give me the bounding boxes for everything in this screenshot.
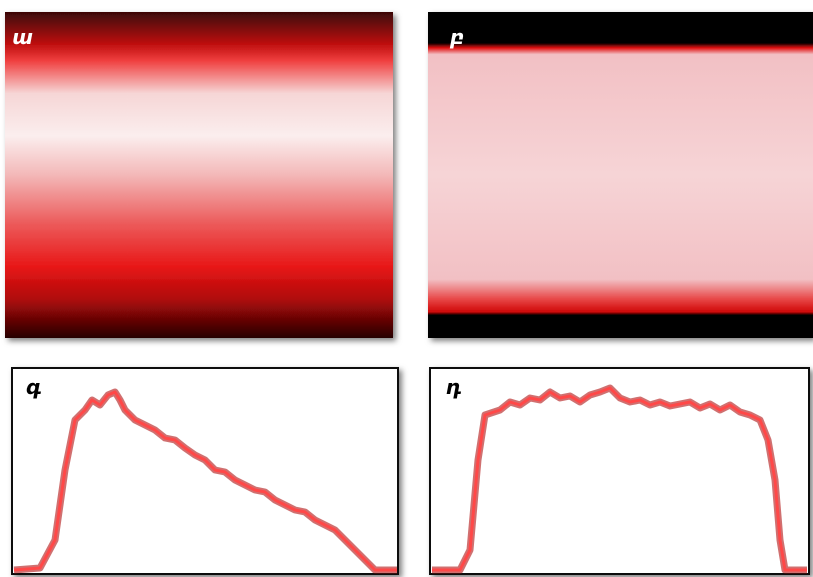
panel-label: դ (446, 375, 462, 399)
panel-label: գ (26, 375, 42, 399)
panel-b: բ (428, 12, 813, 338)
panel-d: դ (430, 368, 809, 574)
panel-image (5, 12, 393, 338)
figure: ա բ գ դ (0, 0, 813, 577)
panel-image (428, 12, 813, 338)
panel-label: ա (12, 25, 33, 49)
panel-a: ա (5, 12, 393, 338)
panel-label: բ (449, 25, 464, 49)
page: ա բ գ դ (() => { const data = JSON.parse… (0, 0, 813, 577)
panel-c: գ (12, 368, 398, 574)
plot-frame (12, 368, 398, 574)
